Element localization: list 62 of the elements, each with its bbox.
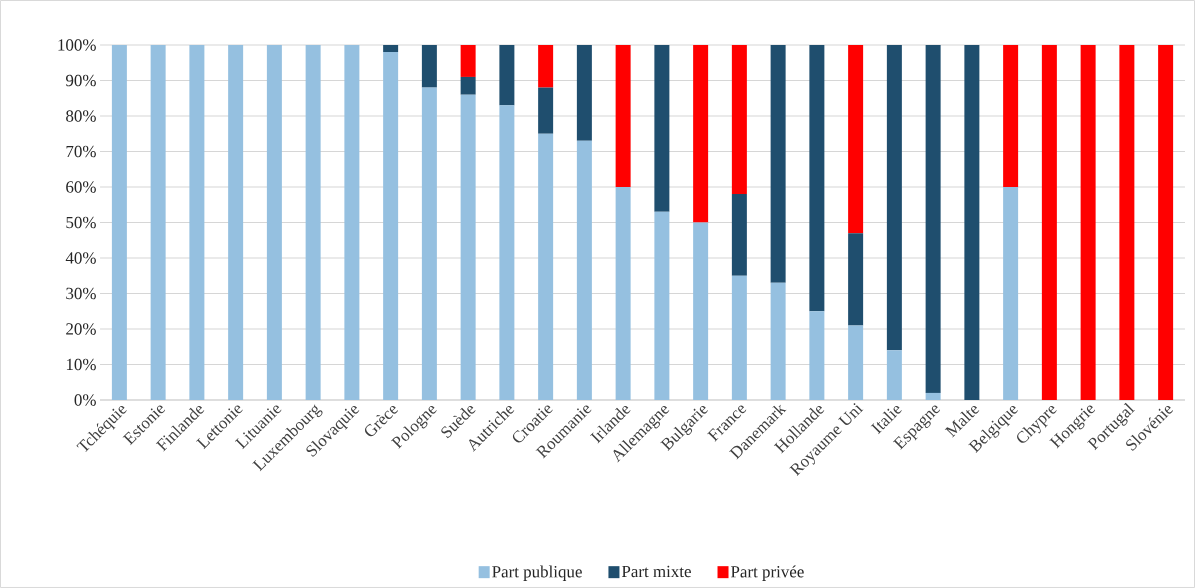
bar	[499, 105, 515, 400]
bar	[615, 44, 631, 187]
y-tick-label: 70%	[66, 145, 96, 158]
bar	[383, 44, 399, 53]
bar	[615, 186, 631, 400]
bar	[925, 44, 941, 393]
bar	[576, 140, 592, 400]
y-tick-label: 50%	[66, 216, 96, 229]
bar	[460, 76, 476, 95]
bar	[576, 44, 592, 141]
legend-label: Part mixte	[621, 565, 691, 578]
bar	[1003, 44, 1019, 187]
bar	[731, 194, 747, 276]
bar	[964, 44, 980, 400]
bar	[693, 44, 709, 223]
y-tick-label: 20%	[66, 323, 96, 335]
y-tick-label: 100%	[58, 39, 96, 51]
bar	[925, 392, 941, 400]
bar	[189, 44, 205, 400]
y-tick-label: 0%	[74, 394, 96, 406]
bar	[848, 233, 864, 326]
bar	[344, 44, 360, 400]
bar	[228, 44, 244, 400]
bar	[538, 133, 554, 400]
bar	[770, 44, 786, 283]
bar	[654, 211, 670, 400]
y-tick-label: 90%	[65, 74, 96, 87]
y-tick-label: 30%	[66, 287, 96, 300]
bar	[770, 282, 786, 400]
bar	[693, 222, 709, 400]
bar	[809, 44, 825, 312]
bar	[538, 44, 554, 88]
bar	[421, 44, 437, 88]
bar	[421, 87, 437, 400]
bar	[1003, 186, 1019, 400]
y-tick-label: 40%	[65, 252, 96, 264]
bar	[305, 44, 321, 400]
bar	[886, 44, 902, 351]
bar	[460, 94, 476, 400]
legend-label: Part publique	[492, 565, 582, 581]
y-tick-label: 80%	[66, 110, 96, 122]
bar	[499, 44, 515, 106]
bar	[886, 350, 902, 400]
bar	[848, 325, 864, 400]
bar	[111, 44, 127, 400]
bar	[809, 311, 825, 400]
y-tick-label: 60%	[66, 181, 96, 193]
bar	[1080, 44, 1096, 400]
bar	[654, 44, 670, 212]
bar	[731, 275, 747, 400]
bar	[1158, 44, 1174, 400]
bar	[1041, 44, 1057, 400]
bar	[731, 44, 747, 195]
legend-label: Part privée	[730, 565, 804, 581]
bar	[538, 87, 554, 134]
bar	[848, 44, 864, 234]
bar	[150, 44, 166, 400]
y-tick-label: 10%	[66, 358, 96, 371]
bar	[1119, 44, 1135, 400]
bar	[383, 52, 399, 400]
bar	[460, 44, 476, 77]
bar	[266, 44, 282, 400]
